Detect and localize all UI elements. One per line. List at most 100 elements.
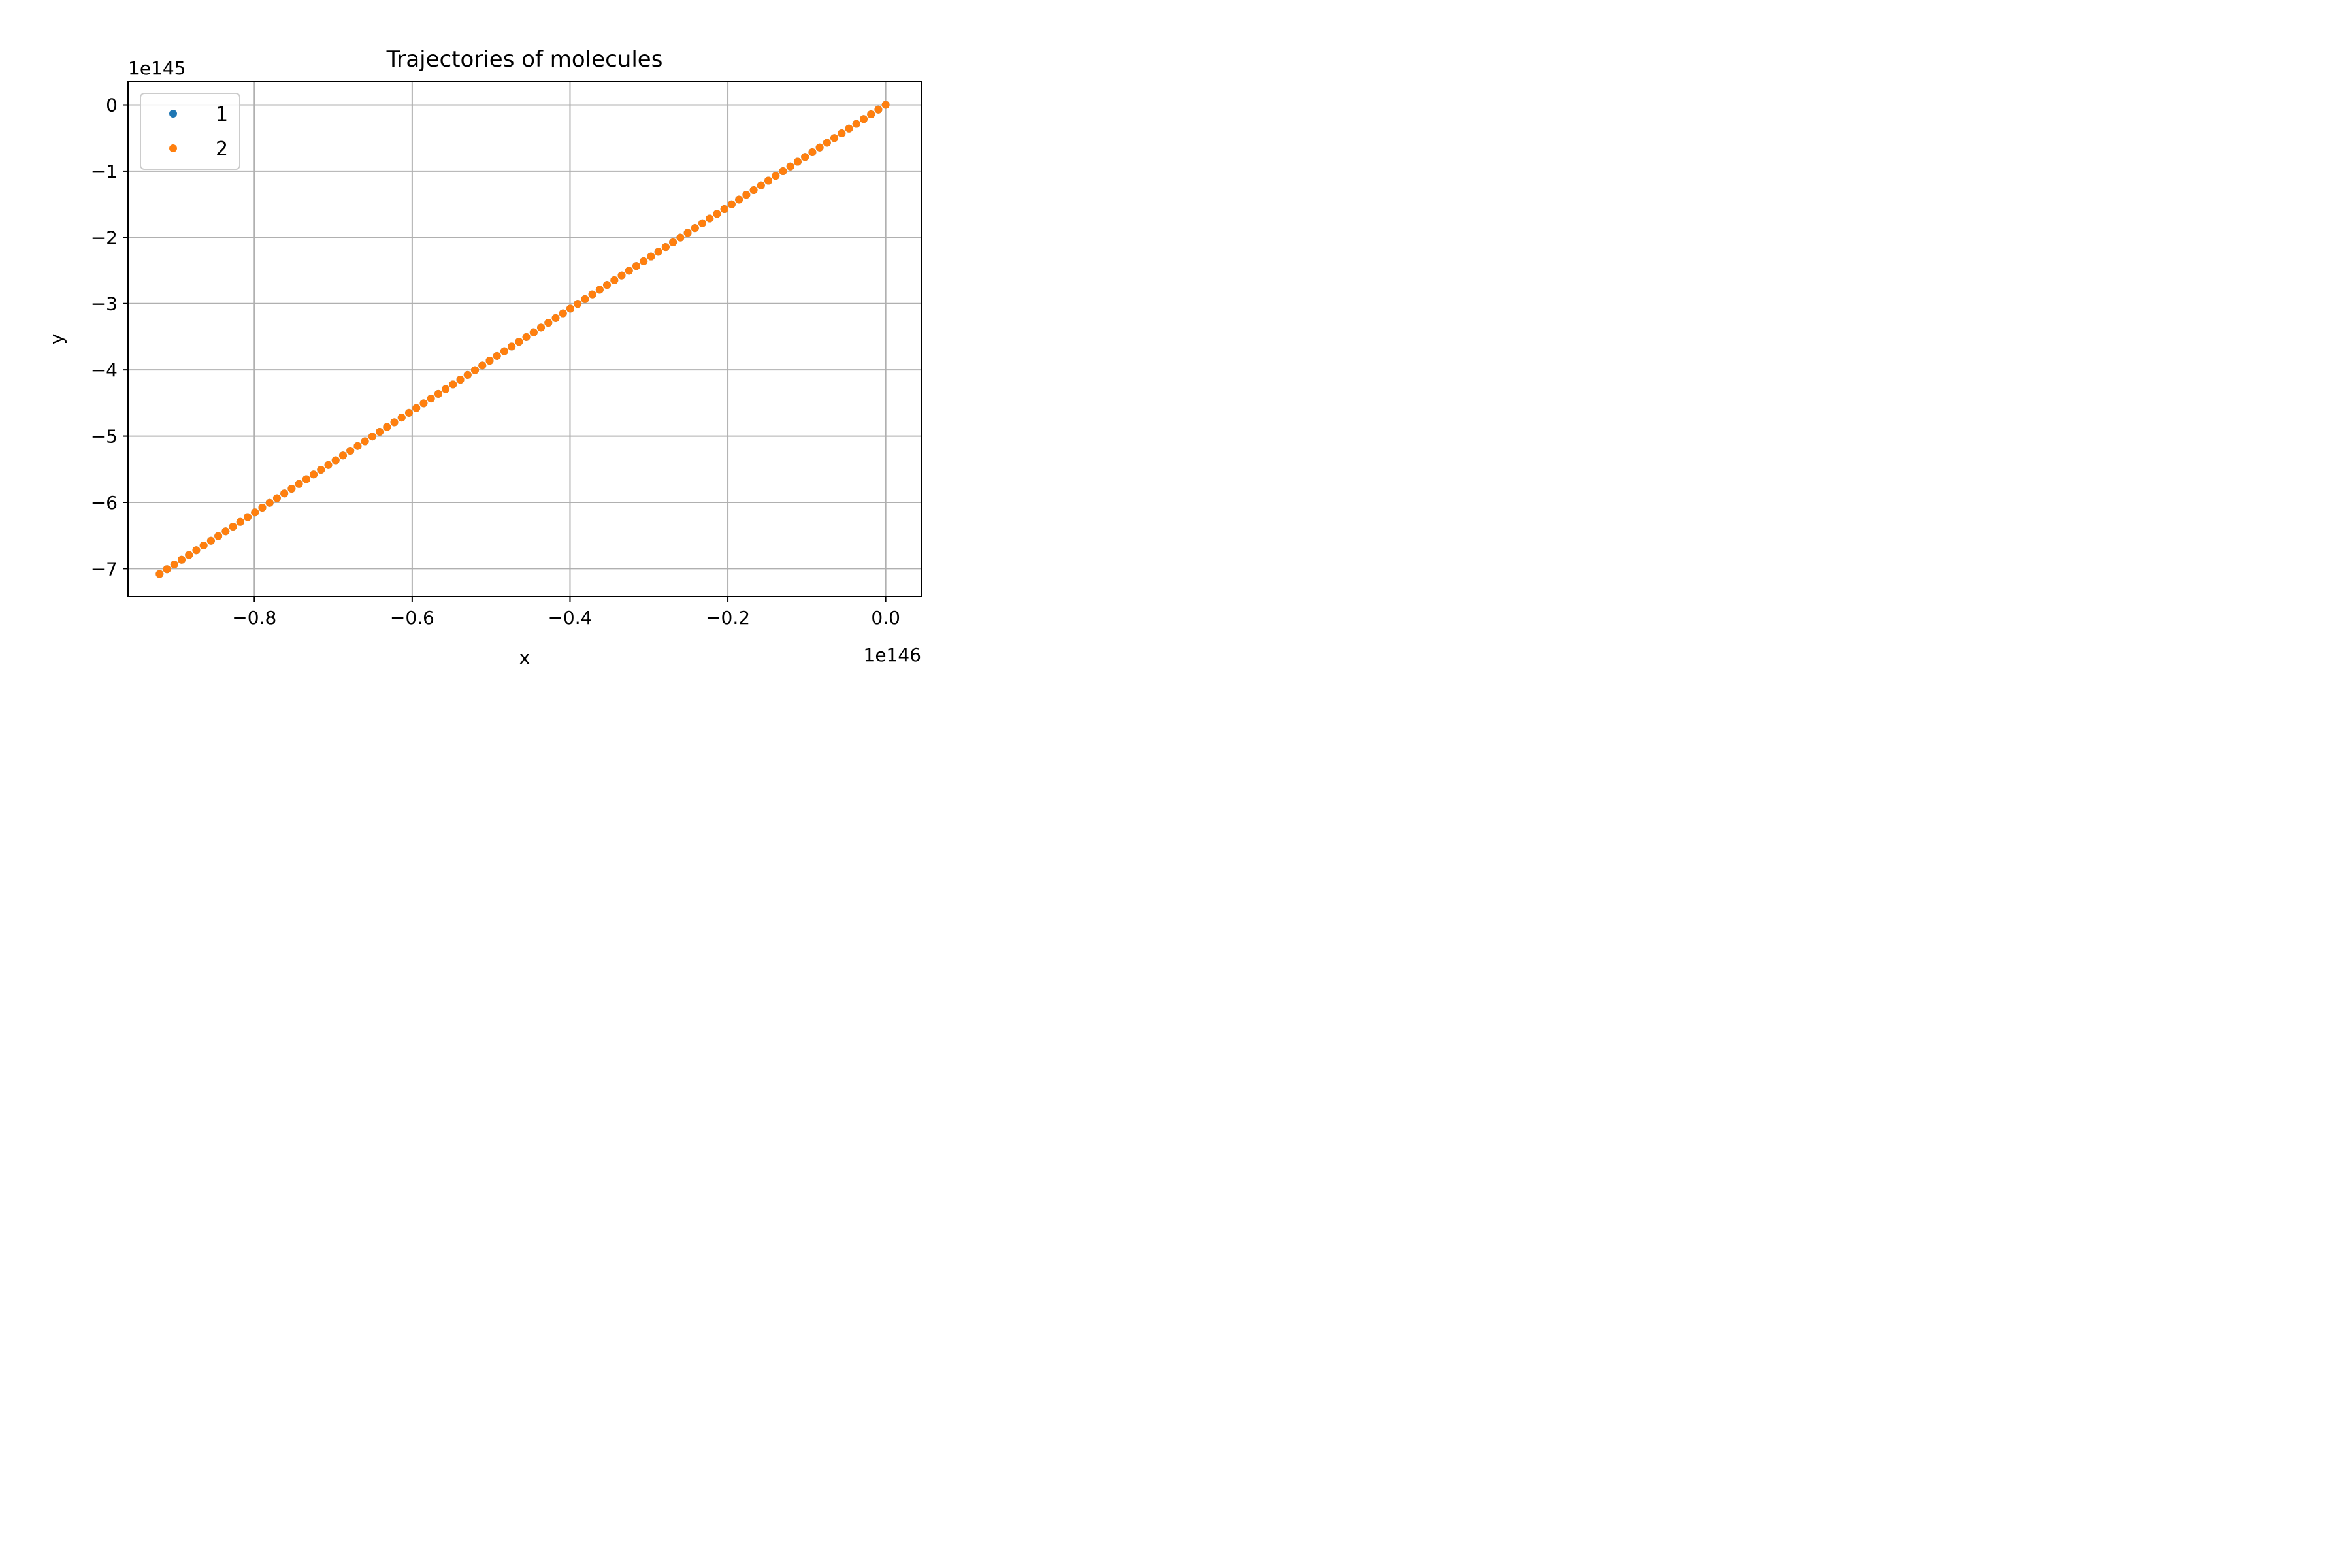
series-2-point [295,480,303,488]
plot-frame [127,81,922,597]
series-2-point [368,433,376,441]
series-2-point [214,532,223,540]
series-2-point [412,404,421,412]
y-tick-label: −3 [91,293,118,315]
series-2-point [735,195,743,204]
series-2-point [522,333,531,341]
series-2 [155,101,890,578]
y-offset-text: 1e145 [128,57,186,79]
series-2-point [661,243,670,252]
series-2-point [397,414,406,422]
series-2-point [251,508,259,517]
x-tick-label: −0.4 [547,607,592,629]
series-2-point [163,565,171,574]
series-2-point [449,380,457,389]
y-tick-label: −5 [91,426,118,448]
series-2-point [508,342,516,351]
series-2-point [779,167,787,176]
legend: 1 2 [140,93,240,170]
series-layer [155,101,890,578]
series-2-point [838,129,846,138]
series-2-point [529,328,538,336]
series-2-point [442,385,450,393]
series-2-point [361,437,369,446]
series-2-point [654,248,662,256]
series-2-point [881,101,890,109]
legend-label-series-2: 2 [216,138,228,161]
y-axis-label: y [46,334,67,345]
legend-marker-series-2 [169,144,177,152]
series-2-point [581,295,589,303]
series-2-point [786,162,794,171]
series-2-point [647,252,655,261]
series-2-point [221,527,230,536]
series-2-point [310,470,318,479]
y-tick-label: −4 [91,359,118,381]
series-2-point [757,181,765,189]
series-2-point [383,423,391,431]
series-2-point [338,451,347,460]
series-2-point [317,465,325,474]
x-tick-label: −0.2 [706,607,750,629]
series-2-point [706,214,714,223]
series-2-point [742,191,751,199]
series-2-point [720,205,728,214]
grid [128,82,921,596]
x-tick-label: 0.0 [871,607,900,629]
legend-box [140,93,240,170]
series-2-point [566,304,574,313]
series-2-point [244,513,252,521]
series-2-point [478,361,487,370]
series-2-point [808,148,817,157]
series-2-point [874,105,883,114]
series-2-point [691,224,699,233]
series-2-point [376,427,384,436]
series-2-point [551,314,560,322]
x-axis-label: x [519,647,531,668]
y-tick-label: −2 [91,227,118,248]
series-2-point [852,120,860,128]
series-2-point [434,389,442,398]
series-2-point [537,323,546,332]
x-tick-label: −0.8 [232,607,276,629]
series-2-point [272,494,281,502]
series-2-point [640,257,648,265]
series-2-point [206,536,215,545]
series-2-point [845,124,853,133]
x-tick-label: −0.6 [390,607,434,629]
series-2-point [669,238,678,246]
series-2-point [676,233,685,242]
y-tick-label: 0 [106,94,118,116]
series-2-point [559,309,567,318]
series-2-point [588,290,596,299]
series-2-point [859,115,868,123]
series-2-point [324,461,333,469]
series-2-point [793,157,802,166]
series-2-point [185,551,193,559]
series-2-point [625,267,633,275]
scatter-chart: −0.8 −0.6 −0.4 −0.2 0.0 0 −1 −2 −3 −4 −5 −6 −7 Traje… [0,0,1010,683]
series-2-point [830,134,839,142]
series-2-point [617,271,626,280]
series-2-point [772,172,780,180]
series-2-point [404,408,413,417]
chart-container: −0.8 −0.6 −0.4 −0.2 0.0 0 −1 −2 −3 −4 −5 −6 −7 Traje… [0,0,1010,683]
series-2-point [574,300,582,308]
x-offset-text: 1e146 [864,644,921,666]
series-2-point [236,517,244,526]
series-2-point [302,475,310,483]
series-2-point [632,262,640,270]
series-2-point [544,319,553,327]
series-2-point [346,446,355,455]
series-2-point [192,546,201,555]
series-2-point [170,561,178,569]
series-2-point [500,347,508,355]
series-2-point [603,281,612,289]
series-2-point [280,489,289,498]
series-2-point [683,229,692,237]
series-2-point [815,143,824,152]
series-2-point [419,399,428,408]
series-2-point [867,110,875,118]
series-2-point [177,555,186,564]
series-2-point [698,219,706,227]
